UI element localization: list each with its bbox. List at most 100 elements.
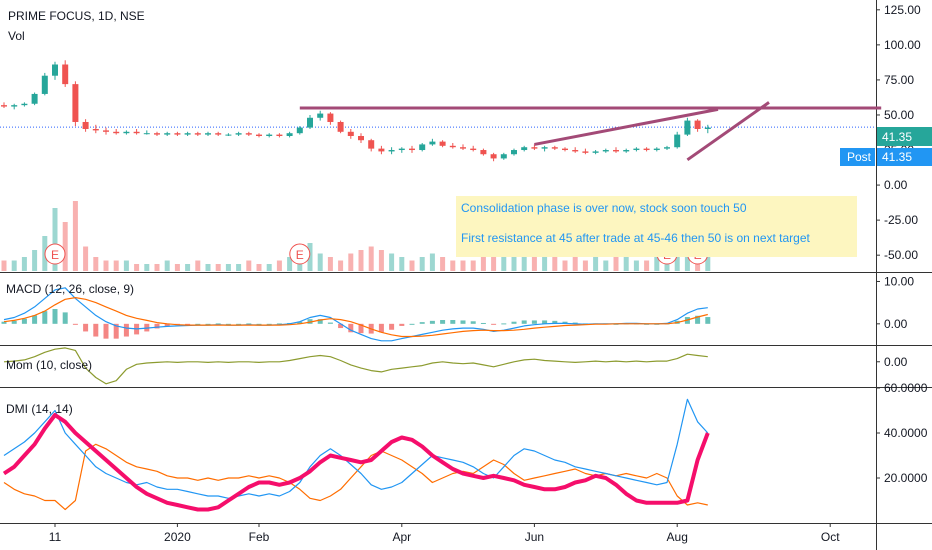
macd-histogram-bar: [62, 312, 68, 324]
price-axis-tick-label: 75.00: [884, 73, 914, 87]
time-tick-label: Feb: [249, 530, 270, 544]
candle-body: [164, 133, 171, 135]
candle-body: [582, 151, 589, 153]
volume-bar: [654, 253, 660, 271]
volume-bar: [164, 260, 170, 271]
candle-body: [276, 134, 283, 136]
macd-histogram-bar: [470, 321, 476, 324]
macd-histogram-bar: [246, 323, 252, 325]
volume-bar: [450, 260, 456, 271]
macd-histogram-bar: [225, 323, 231, 325]
macd-histogram-bar: [123, 323, 129, 337]
macd-histogram-bar: [93, 323, 99, 337]
dmi-pane[interactable]: [2, 398, 710, 512]
volume-bar: [52, 208, 58, 271]
time-tick-label: Aug: [667, 530, 688, 544]
time-tick-label: 2020: [164, 530, 191, 544]
time-tick-label: Apr: [392, 530, 411, 544]
earnings-label: E: [296, 248, 304, 262]
macd-histogram-bar: [185, 323, 191, 325]
macd-histogram-bar: [103, 323, 109, 339]
candle-body: [460, 147, 466, 149]
adx-line: [2, 413, 710, 512]
dmi-axis-tick-label: 60.0000: [884, 381, 928, 395]
candle-body: [174, 133, 181, 135]
candle-body: [11, 105, 18, 107]
price-axis-tick-label: 100.00: [884, 38, 921, 52]
candle-body: [113, 131, 120, 134]
candle-body: [62, 64, 69, 85]
time-tick-label: 11: [49, 530, 62, 544]
volume-bar: [225, 264, 231, 271]
candle-body: [133, 131, 140, 134]
volume-bar: [491, 250, 497, 271]
macd-pane[interactable]: [1, 287, 711, 342]
note-line-2: First resistance at 45 after trade at 45…: [461, 231, 811, 245]
volume-bar: [399, 257, 405, 271]
candle-body: [21, 103, 28, 106]
volume-bar: [603, 260, 609, 271]
candle-body: [307, 117, 313, 128]
volume-bar: [572, 257, 578, 271]
candle-body: [653, 148, 660, 151]
volume-bar: [83, 246, 89, 271]
volume-bar: [419, 257, 425, 271]
note-line-1: Consolidation phase is over now, stock s…: [461, 201, 747, 215]
trend-line: [534, 107, 719, 146]
macd-histogram-bar: [215, 323, 221, 325]
volume-bar: [276, 260, 282, 271]
macd-histogram-bar: [552, 320, 558, 324]
candle-body: [327, 113, 334, 122]
note-box[interactable]: [456, 196, 857, 257]
macd-title: MACD (12, 26, close, 9): [6, 282, 134, 296]
candle-body: [613, 150, 619, 152]
candle-body: [184, 133, 191, 135]
macd-histogram-bar: [572, 322, 578, 324]
volume-bar: [113, 260, 119, 271]
macd-histogram-bar: [389, 323, 395, 330]
candle-body: [337, 121, 344, 132]
time-tick-label: Jun: [525, 530, 544, 544]
momentum-pane[interactable]: [3, 347, 708, 385]
macd-histogram-bar: [83, 323, 89, 332]
candle-body: [143, 133, 150, 135]
candle-body: [439, 141, 446, 146]
macd-histogram-bar: [1, 321, 7, 324]
volume-bar: [501, 253, 507, 271]
candle-body: [694, 120, 701, 129]
macd-histogram-bar: [11, 320, 17, 324]
macd-axis-tick-label: 0.00: [884, 317, 908, 331]
volume-bar: [633, 260, 639, 271]
momentum-title: Mom (10, close): [6, 358, 92, 372]
volume-bar: [552, 257, 558, 271]
macd-histogram-bar: [511, 321, 517, 324]
macd-histogram-bar: [378, 323, 384, 333]
candle-body: [378, 148, 385, 152]
candle-body: [368, 140, 375, 149]
dmi-axis-tick-label: 40.0000: [884, 426, 928, 440]
macd-histogram-bar: [256, 323, 262, 325]
macd-histogram-bar: [154, 323, 160, 329]
volume-bar: [205, 264, 211, 271]
volume-bar: [93, 257, 99, 271]
post-price-badge: [877, 148, 932, 166]
volume-bar: [460, 260, 466, 271]
volume-bar: [623, 257, 629, 271]
candle-body: [72, 84, 79, 122]
macd-histogram-bar: [460, 320, 466, 324]
volume-bar: [521, 253, 527, 271]
macd-histogram-bar: [42, 311, 48, 324]
candle-body: [470, 148, 477, 151]
candle-body: [215, 133, 222, 135]
candle-body: [633, 148, 640, 151]
candle-body: [31, 93, 38, 104]
candle-body: [317, 113, 324, 118]
dmi-axis-tick-label: 20.0000: [884, 471, 928, 485]
volume-bar: [256, 264, 262, 271]
candle-body: [643, 148, 650, 151]
macd-histogram-bar: [480, 322, 486, 324]
candle-body: [92, 128, 99, 131]
volume-bar: [11, 260, 17, 271]
macd-axis-tick-label: 10.00: [884, 274, 914, 288]
